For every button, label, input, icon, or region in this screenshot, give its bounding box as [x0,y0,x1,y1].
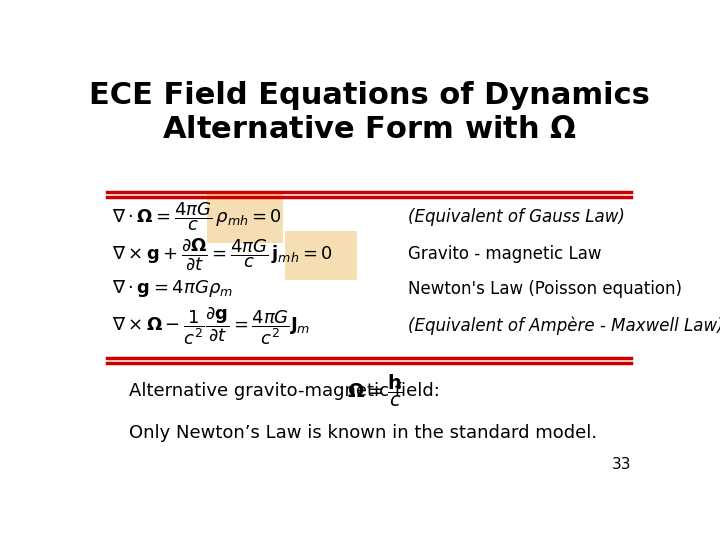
Text: $\mathbf{\Omega} = \dfrac{\mathbf{h}}{c}$: $\mathbf{\Omega} = \dfrac{\mathbf{h}}{c}… [347,373,403,409]
FancyBboxPatch shape [285,231,356,280]
Text: Gravito - magnetic Law: Gravito - magnetic Law [408,245,601,263]
Text: $\nabla \times \mathbf{\Omega} - \dfrac{1}{c^2}\dfrac{\partial \mathbf{g}}{\part: $\nabla \times \mathbf{\Omega} - \dfrac{… [112,305,311,347]
Text: (Equivalent of Gauss Law): (Equivalent of Gauss Law) [408,207,625,226]
Text: $\nabla \cdot \mathbf{\Omega} = \dfrac{4\pi G}{c}\, \rho_{mh} = 0$: $\nabla \cdot \mathbf{\Omega} = \dfrac{4… [112,200,282,233]
Text: Newton's Law (Poisson equation): Newton's Law (Poisson equation) [408,280,682,298]
FancyBboxPatch shape [207,194,282,243]
Text: $\nabla \cdot \mathbf{g} = 4\pi G \rho_m$: $\nabla \cdot \mathbf{g} = 4\pi G \rho_m… [112,278,233,299]
Text: (Equivalent of Ampère - Maxwell Law): (Equivalent of Ampère - Maxwell Law) [408,316,720,335]
Text: 33: 33 [612,457,631,472]
Text: $\nabla \times \mathbf{g} + \dfrac{\partial \mathbf{\Omega}}{\partial t} = \dfra: $\nabla \times \mathbf{g} + \dfrac{\part… [112,236,333,272]
Text: ECE Field Equations of Dynamics
Alternative Form with $\mathbf{\Omega}$: ECE Field Equations of Dynamics Alternat… [89,82,649,144]
Text: Only Newton’s Law is known in the standard model.: Only Newton’s Law is known in the standa… [129,424,597,442]
Text: Alternative gravito-magnetic field:: Alternative gravito-magnetic field: [129,382,440,400]
